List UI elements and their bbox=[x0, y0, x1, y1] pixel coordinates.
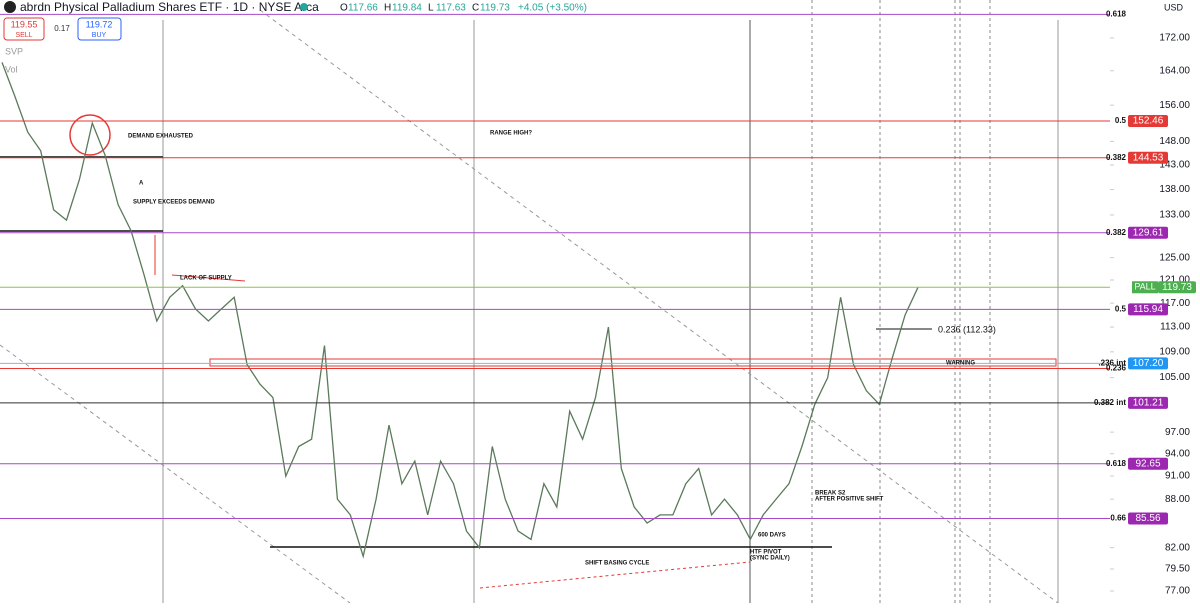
price-badge bbox=[1128, 457, 1168, 470]
logo bbox=[4, 1, 16, 13]
price-badge bbox=[1128, 512, 1168, 525]
buy-label[interactable]: BUY bbox=[92, 32, 107, 39]
price-tick-label: 79.50 bbox=[1165, 564, 1190, 575]
price-tick-label: 109.00 bbox=[1159, 347, 1190, 358]
price-badge-label: 101.21 bbox=[1133, 398, 1164, 409]
annotation: 600 DAYS bbox=[758, 533, 786, 539]
ohlc-key: H bbox=[384, 3, 391, 14]
price-tick-label: 91.00 bbox=[1165, 471, 1190, 482]
buy-price[interactable]: 119.72 bbox=[86, 19, 113, 29]
trend-line bbox=[0, 344, 351, 604]
level-label: 0.618 bbox=[1106, 459, 1127, 468]
price-badge-label: 115.94 bbox=[1133, 304, 1163, 315]
annotation: RANGE HIGH? bbox=[490, 131, 532, 137]
price-badge-label: 119.73 bbox=[1162, 282, 1192, 293]
price-tick-label: 156.00 bbox=[1159, 100, 1190, 111]
price-tick-label: 172.00 bbox=[1159, 33, 1190, 44]
ohlc-key: O bbox=[340, 3, 348, 14]
level-label: 0.382 bbox=[1106, 228, 1127, 237]
annotation: WARNING bbox=[946, 361, 975, 367]
price-tick-label: 133.00 bbox=[1159, 210, 1190, 221]
annotation: (SYNC DAILY) bbox=[750, 556, 790, 562]
annotation: SHIFT BASING CYCLE bbox=[585, 561, 649, 567]
ohlc-value: 117.63 bbox=[436, 3, 466, 14]
price-badge-label: 85.56 bbox=[1135, 513, 1160, 524]
change: +4.05 (+3.50%) bbox=[518, 3, 587, 14]
level-label: 0.5 bbox=[1115, 116, 1127, 125]
annotation: HTF PIVOT bbox=[750, 550, 782, 556]
price-tick-label: 125.00 bbox=[1159, 252, 1190, 263]
sell-price[interactable]: 119.55 bbox=[11, 19, 38, 29]
warning-zone bbox=[209, 358, 1057, 367]
annotation: A bbox=[139, 181, 144, 187]
ohlc-value: 117.66 bbox=[348, 3, 378, 14]
arrow bbox=[171, 274, 246, 282]
price-badge bbox=[1158, 281, 1196, 294]
currency[interactable]: USD bbox=[1164, 2, 1184, 12]
buy-button[interactable] bbox=[77, 17, 122, 41]
price-tick-label: 164.00 bbox=[1159, 65, 1190, 76]
price-tick-label: 82.00 bbox=[1165, 542, 1190, 553]
indicator[interactable]: Vol bbox=[5, 64, 18, 74]
price-badge bbox=[1128, 114, 1168, 127]
price-tick-label: 77.00 bbox=[1165, 586, 1190, 597]
annotation: AFTER POSITIVE SHIFT bbox=[815, 497, 884, 503]
price-tick-label: 97.00 bbox=[1165, 427, 1190, 438]
level-label: 0.618 bbox=[1106, 10, 1127, 19]
highlight-circle bbox=[69, 114, 111, 156]
level-label: PALL bbox=[1134, 282, 1155, 292]
price-badge bbox=[1128, 151, 1168, 164]
price-tick-label: 94.00 bbox=[1165, 448, 1190, 459]
price-badge bbox=[1128, 303, 1168, 316]
annotation: SUPPLY EXCEEDS DEMAND bbox=[133, 200, 215, 206]
price-badge-label: 107.20 bbox=[1133, 358, 1164, 369]
price-badge-label: 152.46 bbox=[1133, 116, 1164, 127]
level-label: 0.5 bbox=[1115, 305, 1127, 314]
spread: 0.17 bbox=[54, 24, 70, 33]
price-badge bbox=[1128, 357, 1168, 370]
level-label: 0.382 bbox=[1106, 153, 1127, 162]
level-label: .236 int bbox=[1098, 358, 1126, 367]
price-tick-label: 121.00 bbox=[1159, 275, 1190, 286]
price-tick-label: 143.00 bbox=[1159, 160, 1190, 171]
level-label: 0.236 bbox=[1106, 364, 1127, 373]
indicator[interactable]: SVP bbox=[5, 46, 23, 56]
ohlc-value: 119.84 bbox=[392, 3, 422, 14]
price-line bbox=[1, 62, 919, 559]
price-tick-label: 138.00 bbox=[1159, 184, 1190, 195]
ohlc-key: L bbox=[428, 3, 434, 14]
annotation: BREAK S2 bbox=[815, 491, 846, 497]
sell-label[interactable]: SELL bbox=[15, 32, 32, 39]
price-axis bbox=[1110, 0, 1200, 603]
annotation: 0.236 (112.33) bbox=[938, 324, 996, 334]
sell-button[interactable] bbox=[3, 17, 45, 41]
status-dot bbox=[300, 3, 308, 11]
price-badge bbox=[1128, 226, 1168, 239]
level-label: 0.66 bbox=[1110, 514, 1126, 523]
price-badge-label: 129.61 bbox=[1133, 227, 1164, 238]
price-tick-label: 117.00 bbox=[1160, 298, 1190, 309]
ohlc-key: C bbox=[472, 3, 479, 14]
price-badge-label: 92.65 bbox=[1135, 458, 1160, 469]
annotation: DEMAND EXHAUSTED bbox=[128, 134, 194, 140]
price-badge-label: 144.53 bbox=[1133, 152, 1164, 163]
price-tick-label: 113.00 bbox=[1160, 322, 1190, 333]
level-label: 0.382 int bbox=[1094, 398, 1126, 407]
trend-line bbox=[259, 9, 1059, 604]
annotation: LACK OF SUPPLY bbox=[180, 276, 232, 282]
price-badge bbox=[1128, 396, 1168, 409]
ohlc-value: 119.73 bbox=[480, 3, 510, 14]
symbol-badge bbox=[1132, 281, 1158, 294]
header: abrdn Physical Palladium Shares ETF · 1D… bbox=[3, 0, 1184, 74]
price-tick-label: 105.00 bbox=[1159, 372, 1190, 383]
price-tick-label: 88.00 bbox=[1165, 494, 1190, 505]
price-tick-label: 148.00 bbox=[1159, 136, 1190, 147]
symbol-title: abrdn Physical Palladium Shares ETF · 1D… bbox=[20, 0, 319, 14]
